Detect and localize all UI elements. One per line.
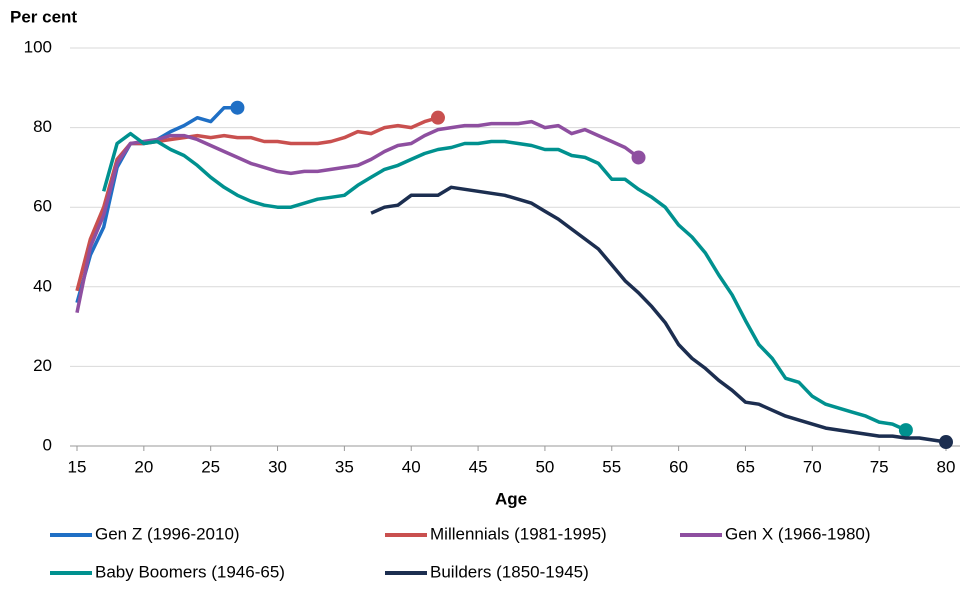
- series-line: [102, 131, 907, 432]
- legend-label: Builders (1850-1945): [430, 562, 589, 581]
- x-tick-label: 40: [402, 457, 421, 476]
- x-tick-label: 75: [870, 457, 889, 476]
- end-marker: [898, 423, 913, 438]
- end-marker: [939, 435, 953, 450]
- end-marker: [230, 100, 245, 115]
- y-tick-label: 0: [43, 435, 52, 454]
- x-tick-label: 50: [535, 457, 554, 476]
- end-marker: [430, 110, 445, 125]
- y-tick-label: 20: [33, 356, 52, 375]
- x-tick-label: 45: [469, 457, 488, 476]
- x-tick-label: 35: [335, 457, 354, 476]
- x-tick-label: 70: [803, 457, 822, 476]
- legend-label: Millennials (1981-1995): [430, 524, 607, 543]
- y-tick-label: 80: [33, 117, 52, 136]
- x-tick-label: 60: [669, 457, 688, 476]
- legend-label: Gen Z (1996-2010): [95, 524, 240, 543]
- x-tick-label: 15: [68, 457, 87, 476]
- x-axis-label: Age: [495, 489, 527, 508]
- end-marker: [631, 150, 646, 165]
- legend-label: Gen X (1966-1980): [725, 524, 871, 543]
- x-tick-label: 30: [268, 457, 287, 476]
- x-tick-label: 55: [602, 457, 621, 476]
- x-tick-label: 80: [937, 457, 956, 476]
- legend-label: Baby Boomers (1946-65): [95, 562, 285, 581]
- series-line: [370, 185, 947, 444]
- y-tick-label: 40: [33, 276, 52, 295]
- y-tick-label: 60: [33, 197, 52, 216]
- y-axis-label: Per cent: [10, 7, 77, 26]
- series-line: [75, 119, 640, 314]
- y-tick-label: 100: [24, 37, 52, 56]
- x-tick-label: 65: [736, 457, 755, 476]
- x-tick-label: 20: [134, 457, 153, 476]
- x-tick-label: 25: [201, 457, 220, 476]
